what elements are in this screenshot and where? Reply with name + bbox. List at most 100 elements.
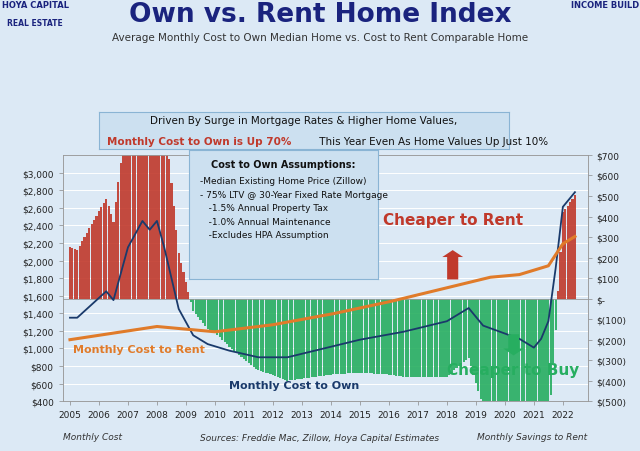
Bar xyxy=(276,299,279,377)
Bar xyxy=(185,283,187,299)
Bar xyxy=(200,299,202,321)
Text: INCOME BUILDER: INCOME BUILDER xyxy=(571,1,640,10)
Bar xyxy=(543,299,545,451)
Bar xyxy=(257,299,259,371)
Bar xyxy=(504,299,506,433)
Bar xyxy=(255,299,257,369)
Bar xyxy=(163,113,165,299)
Bar xyxy=(148,71,151,299)
Bar xyxy=(189,299,192,302)
Bar xyxy=(538,299,540,451)
Bar xyxy=(407,299,410,377)
Bar xyxy=(228,299,230,347)
Bar xyxy=(69,248,71,299)
Bar xyxy=(417,299,419,377)
Text: Monthly Savings to Rent: Monthly Savings to Rent xyxy=(477,433,588,442)
Bar xyxy=(117,183,119,299)
Bar xyxy=(371,299,373,373)
Text: REAL ESTATE: REAL ESTATE xyxy=(7,19,63,28)
Bar xyxy=(262,299,264,372)
Bar xyxy=(518,299,520,448)
Bar xyxy=(236,299,237,353)
Bar xyxy=(221,299,223,340)
Bar xyxy=(223,299,226,342)
Text: Average Monthly Cost to Own Median Home vs. Cost to Rent Comparable Home: Average Monthly Cost to Own Median Home … xyxy=(112,32,528,42)
Bar xyxy=(390,299,392,375)
Bar xyxy=(310,299,313,377)
Bar xyxy=(151,65,153,299)
Bar xyxy=(460,299,463,364)
Bar xyxy=(463,299,465,363)
Bar xyxy=(479,299,482,399)
Bar xyxy=(141,48,143,299)
Bar xyxy=(513,299,516,443)
Bar xyxy=(248,299,250,363)
Bar xyxy=(354,299,356,373)
Bar xyxy=(245,299,248,361)
Bar xyxy=(552,299,554,363)
Bar xyxy=(572,199,573,299)
Bar xyxy=(298,299,301,379)
Bar xyxy=(458,299,460,367)
Bar xyxy=(110,215,112,299)
Bar xyxy=(472,299,474,375)
Bar xyxy=(269,299,271,374)
Bar xyxy=(381,299,383,374)
Text: Own vs. Rent Home Index: Own vs. Rent Home Index xyxy=(129,2,511,28)
Bar xyxy=(243,299,245,359)
Bar xyxy=(347,299,349,373)
Bar xyxy=(289,299,291,381)
Bar xyxy=(509,299,511,438)
Bar xyxy=(88,229,90,299)
Bar xyxy=(158,73,161,299)
Bar xyxy=(238,299,240,355)
Bar xyxy=(91,225,93,299)
Bar xyxy=(296,299,298,380)
Bar xyxy=(484,299,486,411)
Bar xyxy=(156,53,158,299)
Bar xyxy=(211,299,214,331)
Bar xyxy=(351,299,354,373)
Bar xyxy=(523,299,525,451)
Text: This Year Even As Home Values Up Just 10%: This Year Even As Home Values Up Just 10… xyxy=(316,137,548,147)
Bar xyxy=(241,299,243,357)
Bar xyxy=(403,299,404,377)
Bar xyxy=(492,299,494,420)
Bar xyxy=(441,299,443,377)
Bar xyxy=(195,299,196,315)
Bar xyxy=(180,263,182,299)
Bar xyxy=(501,299,504,431)
Bar xyxy=(267,299,269,373)
Bar xyxy=(86,233,88,299)
Bar xyxy=(313,299,315,377)
Bar xyxy=(494,299,496,423)
Bar xyxy=(438,299,441,377)
Bar xyxy=(410,299,412,377)
Bar xyxy=(400,299,402,377)
Bar xyxy=(76,250,78,299)
Bar xyxy=(366,299,368,373)
Bar xyxy=(559,252,561,299)
Bar xyxy=(71,249,74,299)
Bar xyxy=(93,221,95,299)
Bar xyxy=(383,299,385,374)
Bar xyxy=(282,299,284,379)
Bar xyxy=(168,160,170,299)
Bar xyxy=(166,137,168,299)
Bar xyxy=(555,299,557,331)
Bar xyxy=(136,67,139,299)
Bar xyxy=(337,299,339,374)
Bar xyxy=(250,299,252,365)
Bar xyxy=(487,299,489,414)
Bar xyxy=(475,299,477,383)
Bar xyxy=(397,299,399,376)
Bar xyxy=(264,299,267,373)
Text: Monthly Cost to Own: Monthly Cost to Own xyxy=(229,380,360,390)
Text: -Median Existing Home Price (Zillow)
- 75% LTV @ 30-Year Fixed Rate Mortgage
   : -Median Existing Home Price (Zillow) - 7… xyxy=(200,177,388,240)
Bar xyxy=(129,95,131,299)
Text: Cost to Own Assumptions:: Cost to Own Assumptions: xyxy=(211,160,355,170)
Text: Cheaper to Rent: Cheaper to Rent xyxy=(383,212,523,227)
Bar xyxy=(209,299,211,331)
Bar xyxy=(161,93,163,299)
Bar xyxy=(451,299,452,373)
